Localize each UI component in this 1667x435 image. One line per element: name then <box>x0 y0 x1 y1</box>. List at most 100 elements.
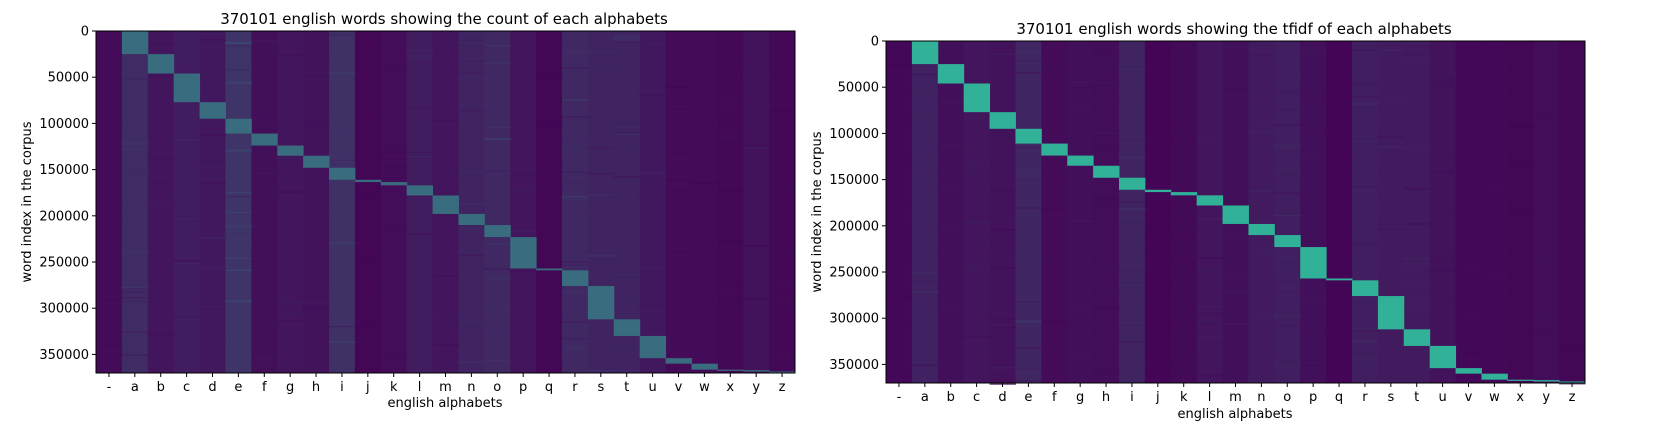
heatmap-first-letter-band <box>562 270 589 287</box>
heatmap-first-letter-band <box>1455 368 1482 374</box>
heatmap-streak <box>769 308 796 310</box>
heatmap-streak <box>1093 52 1120 54</box>
heatmap-streak <box>1144 285 1172 286</box>
heatmap-streak <box>1429 270 1457 272</box>
heatmap-streak <box>484 62 511 64</box>
heatmap-first-letter-band <box>1429 345 1457 369</box>
heatmap-streak <box>717 188 744 190</box>
heatmap-streak <box>147 114 175 117</box>
heatmap-streak <box>225 354 252 356</box>
heatmap-streak <box>1481 136 1508 139</box>
heatmap-first-letter-band <box>121 31 149 55</box>
heatmap-streak <box>406 49 434 51</box>
heatmap-streak <box>1274 180 1301 181</box>
heatmap-streak <box>1326 101 1353 103</box>
heatmap-column <box>1300 41 1327 383</box>
heatmap-streak <box>147 158 175 159</box>
heatmap-column <box>989 41 1016 383</box>
heatmap-streak <box>380 97 408 99</box>
heatmap-streak <box>743 197 770 199</box>
heatmap-streak <box>562 337 589 340</box>
heatmap-first-letter-band <box>639 335 667 359</box>
heatmap-first-letter-band <box>1481 373 1508 380</box>
heatmap-streak <box>1481 208 1508 210</box>
heatmap-first-letter-band <box>251 133 278 146</box>
heatmap-streak <box>1067 81 1094 84</box>
heatmap-streak <box>354 67 382 69</box>
heatmap-streak <box>1119 208 1146 211</box>
heatmap-streak <box>225 231 252 234</box>
heatmap-streak <box>639 310 667 313</box>
heatmap-first-letter-band <box>147 54 175 74</box>
heatmap-streak <box>717 298 744 301</box>
heatmap-streak <box>717 285 744 288</box>
heatmap-streak <box>1274 200 1301 202</box>
heatmap-streak <box>769 359 796 362</box>
heatmap-streak <box>1015 59 1042 62</box>
heatmap-streak <box>1015 207 1042 210</box>
x-tick-label: i <box>340 380 344 395</box>
heatmap-streak <box>121 148 149 150</box>
heatmap-streak <box>911 280 939 282</box>
heatmap-streak <box>1093 146 1120 149</box>
heatmap-column <box>303 31 330 373</box>
heatmap-streak <box>1403 223 1431 225</box>
heatmap-streak <box>1248 65 1275 67</box>
heatmap-streak <box>1403 262 1431 265</box>
heatmap-streak <box>1481 371 1508 373</box>
heatmap-streak <box>277 278 304 280</box>
heatmap-streak <box>1403 210 1431 213</box>
heatmap-streak <box>199 139 226 142</box>
heatmap-streak <box>1144 224 1172 226</box>
x-tick-label: d <box>998 390 1006 405</box>
heatmap-streak <box>1041 206 1068 209</box>
heatmap-column <box>911 41 939 383</box>
heatmap-streak <box>277 302 304 304</box>
heatmap-streak <box>277 312 304 315</box>
heatmap-streak <box>1222 274 1249 276</box>
x-tick-label: r <box>572 380 578 395</box>
heatmap-streak <box>1352 328 1379 331</box>
heatmap-streak <box>717 58 744 62</box>
heatmap-streak <box>303 78 330 80</box>
x-tick-label: c <box>973 390 980 405</box>
heatmap-streak <box>458 109 485 112</box>
heatmap-streak <box>1196 312 1224 315</box>
heatmap-streak <box>1481 188 1508 190</box>
heatmap-streak <box>1559 356 1586 358</box>
heatmap-first-letter-band <box>717 369 744 371</box>
heatmap-streak <box>173 260 201 263</box>
heatmap-streak <box>277 285 304 288</box>
tfidf-heatmap-chart: 370101 english words showing the tfidf o… <box>810 20 1586 422</box>
heatmap-first-letter-band <box>1274 235 1301 248</box>
heatmap-streak <box>354 196 382 198</box>
heatmap-streak <box>1144 333 1172 336</box>
chart-title: 370101 english words showing the tfidf o… <box>1016 20 1452 38</box>
heatmap-streak <box>432 248 459 250</box>
heatmap-streak <box>1326 294 1353 296</box>
heatmap-streak <box>173 212 201 214</box>
heatmap-streak <box>639 180 667 183</box>
heatmap-streak <box>1041 235 1068 237</box>
heatmap-streak <box>1015 380 1042 382</box>
heatmap-streak <box>147 75 175 77</box>
heatmap-streak <box>1377 173 1405 176</box>
heatmap-streak <box>613 35 641 38</box>
heatmap-streak <box>1507 126 1534 128</box>
heatmap-streak <box>769 190 796 192</box>
heatmap-streak <box>1015 320 1042 323</box>
heatmap-streak <box>1429 255 1457 257</box>
heatmap-streak <box>406 130 434 132</box>
heatmap-streak <box>587 146 615 148</box>
heatmap-streak <box>121 77 149 80</box>
heatmap-streak <box>1507 207 1534 209</box>
heatmap-streak <box>1403 58 1431 60</box>
heatmap-streak <box>96 319 123 322</box>
heatmap-streak <box>303 293 330 296</box>
heatmap-streak <box>1144 340 1172 342</box>
heatmap-streak <box>1507 249 1534 252</box>
heatmap-streak <box>1274 280 1301 283</box>
heatmap-streak <box>1274 252 1301 254</box>
heatmap-column <box>1559 41 1586 383</box>
count-heatmap-chart: 370101 english words showing the count o… <box>20 10 796 411</box>
